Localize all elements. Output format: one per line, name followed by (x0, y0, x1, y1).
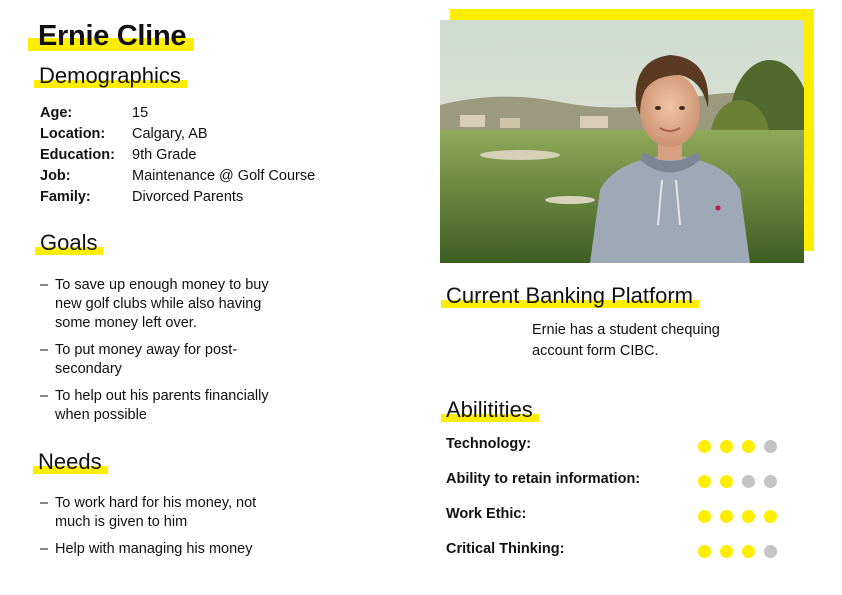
highlight-bar (35, 247, 104, 255)
ability-row: Work Ethic: (446, 506, 786, 541)
demographics-row: Job: Maintenance @ Golf Course (40, 168, 316, 184)
ability-row: Technology: (446, 436, 786, 471)
goals-heading: Goals (35, 230, 104, 256)
highlight-bar (33, 466, 108, 474)
highlight-bar (441, 300, 699, 308)
rating-dot-filled (698, 475, 711, 488)
persona-name-text: Ernie Cline (38, 20, 187, 52)
rating-dot-filled (742, 440, 755, 453)
ability-row: Critical Thinking: (446, 541, 786, 576)
dash-icon: – (40, 342, 49, 358)
rating-dot-filled (698, 545, 711, 558)
demographics-row: Location: Calgary, AB (40, 126, 208, 142)
dash-icon: – (40, 277, 49, 293)
rating-dots (698, 475, 786, 488)
list-item: – Help with managing his money (40, 541, 253, 557)
persona-photo-illustration (440, 20, 804, 263)
goals-list: – To save up enough money to buy new golf… (40, 276, 295, 433)
demographics-row: Education: 9th Grade (40, 147, 197, 163)
rating-dot-filled (720, 440, 733, 453)
dash-icon: – (40, 388, 49, 404)
abilities-heading: Abilitities (441, 397, 539, 423)
rating-dot-filled (742, 545, 755, 558)
rating-dot-filled (764, 510, 777, 523)
rating-dot-filled (720, 510, 733, 523)
abilities-list: Technology: Ability to retain informatio… (446, 436, 786, 576)
rating-dots (698, 440, 786, 453)
rating-dot-filled (698, 510, 711, 523)
dash-icon: – (40, 495, 49, 511)
list-item: – To work hard for his money, not much is… (40, 495, 257, 530)
demographics-row: Family: Divorced Parents (40, 189, 244, 205)
demographics-row: Age: 15 (40, 105, 149, 121)
rating-dot-filled (720, 475, 733, 488)
rating-dot-empty (764, 440, 777, 453)
needs-list: – To work hard for his money, not much is… (40, 494, 290, 567)
rating-dot-filled (698, 440, 711, 453)
rating-dot-filled (742, 510, 755, 523)
needs-heading: Needs (33, 449, 108, 475)
banking-description: Ernie has a student chequing account for… (532, 322, 720, 359)
demographics-heading: Demographics (34, 63, 187, 89)
highlight-bar (441, 414, 539, 422)
highlight-bar (34, 80, 187, 88)
rating-dot-empty (764, 475, 777, 488)
persona-photo (440, 20, 804, 263)
rating-dots (698, 510, 786, 523)
list-item: – To help out his parents financially whe… (40, 388, 269, 423)
persona-name: Ernie Cline (28, 20, 195, 53)
rating-dot-empty (742, 475, 755, 488)
list-item: – To save up enough money to buy new golf… (40, 277, 269, 331)
ability-row: Ability to retain information: (446, 471, 786, 506)
demographics-table: Age: 15 Location: Calgary, AB Education: 9t… (40, 103, 315, 208)
rating-dots (698, 545, 786, 558)
highlight-bar (28, 38, 195, 51)
banking-heading: Current Banking Platform (441, 283, 699, 309)
rating-dot-filled (720, 545, 733, 558)
rating-dot-empty (764, 545, 777, 558)
list-item: – To put money away for post-secondary (40, 342, 238, 377)
dash-icon: – (40, 541, 49, 557)
